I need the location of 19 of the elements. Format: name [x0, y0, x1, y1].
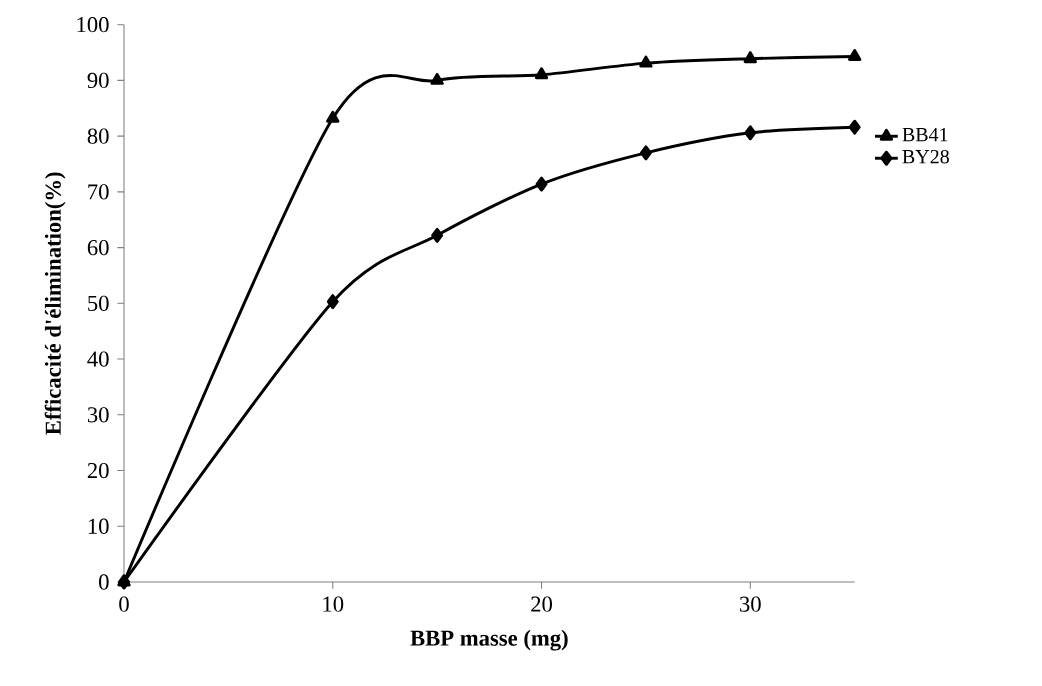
y-tick-label: 70: [88, 184, 109, 200]
y-tick-label: 90: [87, 72, 109, 89]
x-axis-title: BBP masse (mg): [410, 629, 568, 651]
y-tick-label: 40: [87, 351, 109, 367]
x-tick-label: 10: [323, 596, 344, 612]
x-tick-label: 0: [119, 596, 129, 612]
y-tick-label: 80: [87, 128, 109, 144]
legend-label: BY28: [902, 149, 949, 164]
y-tick-label: 30: [87, 407, 109, 423]
y-tick-label: 0: [99, 574, 109, 590]
y-tick-label: 100: [77, 17, 109, 33]
y-tick-label: 10: [88, 518, 109, 534]
y-axis-title: Efficacité d'élimination(%): [44, 172, 66, 435]
y-tick-label: 20: [87, 462, 109, 479]
x-tick-label: 20: [531, 596, 552, 612]
x-tick-label: 30: [740, 596, 761, 612]
y-tick-label: 50: [88, 295, 109, 311]
y-tick-label: 60: [87, 239, 109, 256]
legend-label: BB41: [902, 127, 948, 142]
